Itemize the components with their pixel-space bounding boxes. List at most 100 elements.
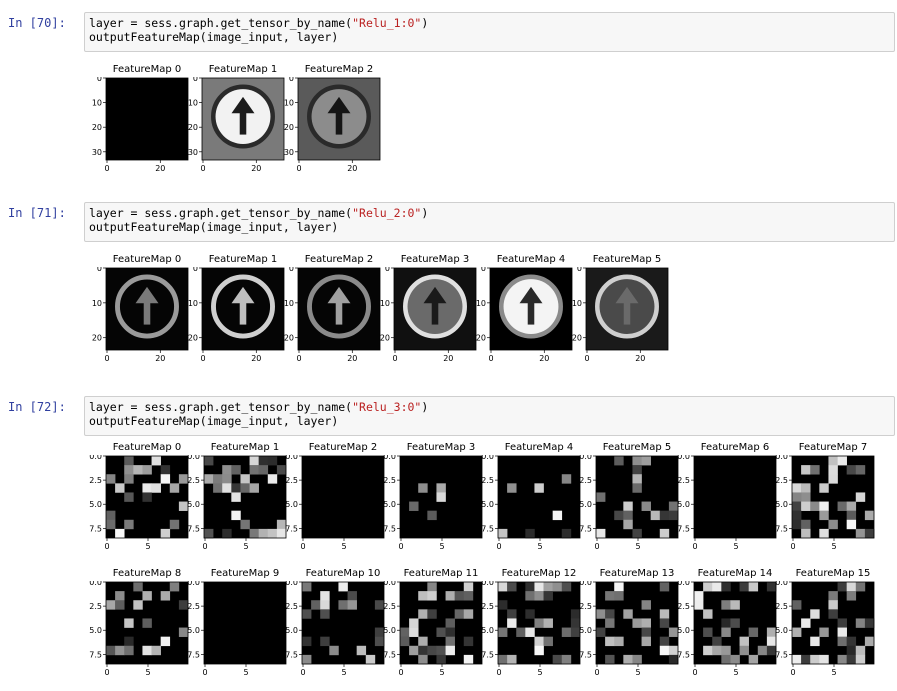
x-tick-label: 5 (537, 668, 542, 677)
y-tick-label: 5.0 (187, 626, 200, 635)
feature-map-image: 0.0 2.5 5.0 7.50 5 (579, 581, 679, 677)
x-tick-label: 0 (200, 164, 205, 173)
feature-map-title: FeatureMap 6 (700, 442, 770, 453)
feature-map-panel: FeatureMap 4 0.0 2.5 5.0 7.5 0 5 (478, 442, 590, 553)
y-tick-label: 2.5 (677, 602, 690, 611)
feature-map-panel: FeatureMap 2 0 10 20 0 20 (278, 254, 390, 365)
feature-map-panel: FeatureMap 6 0.0 2.5 5.0 7.5 0 5 (674, 442, 786, 553)
y-tick-label: 20 (572, 334, 582, 343)
x-tick-label: 0 (496, 542, 501, 551)
feature-map-panel: FeatureMap 8 0.0 2.5 5.0 7.5 0 5 (86, 568, 198, 679)
feature-map-title: FeatureMap 4 (504, 442, 574, 453)
y-tick-label: 5.0 (579, 500, 592, 509)
x-tick-label: 5 (341, 668, 346, 677)
y-tick-label: 10 (284, 299, 294, 308)
y-tick-label: 0.0 (285, 455, 298, 461)
x-tick-label: 5 (439, 668, 444, 677)
x-tick-label: 0 (202, 668, 207, 677)
x-tick-label: 20 (155, 164, 165, 173)
y-tick-label: 2.5 (285, 476, 298, 485)
feature-map-title: FeatureMap 15 (795, 568, 871, 579)
y-tick-label: 0 (577, 267, 582, 273)
y-tick-label: 0.0 (677, 455, 690, 461)
x-tick-label: 5 (635, 542, 640, 551)
y-tick-label: 5.0 (677, 500, 690, 509)
y-tick-label: 0.0 (775, 455, 788, 461)
y-tick-label: 0 (97, 77, 102, 83)
feature-map-panel: FeatureMap 5 0.0 2.5 5.0 7.5 0 5 (576, 442, 688, 553)
feature-map-image: 0.0 2.5 5.0 7.50 5 (481, 455, 581, 551)
y-tick-label: 30 (188, 148, 198, 157)
feature-map-panel: FeatureMap 0 0 10 20 30 0 20 (86, 64, 198, 175)
feature-map-title: FeatureMap 13 (599, 568, 675, 579)
feature-map-title: FeatureMap 10 (305, 568, 381, 579)
feature-map-image: 0 10 20 0 20 (476, 267, 573, 363)
y-tick-label: 30 (284, 148, 294, 157)
y-tick-label: 0.0 (481, 455, 494, 461)
y-tick-label: 0.0 (89, 455, 102, 461)
feature-map-panel: FeatureMap 7 0.0 2.5 5.0 7.5 0 5 (772, 442, 884, 553)
code-input[interactable]: layer = sess.graph.get_tensor_by_name("R… (84, 12, 895, 52)
x-tick-label: 0 (692, 668, 697, 677)
feature-map-title: FeatureMap 14 (697, 568, 773, 579)
x-tick-label: 20 (155, 354, 165, 363)
y-tick-label: 10 (92, 99, 102, 108)
x-tick-label: 5 (243, 542, 248, 551)
y-tick-label: 2.5 (383, 602, 396, 611)
code-input[interactable]: layer = sess.graph.get_tensor_by_name("R… (84, 396, 895, 436)
y-tick-label: 0.0 (383, 581, 396, 587)
x-tick-label: 20 (251, 164, 261, 173)
feature-map-title: FeatureMap 2 (304, 254, 374, 265)
feature-map-panel: FeatureMap 4 0 10 20 0 20 (470, 254, 582, 365)
x-tick-label: 5 (831, 542, 836, 551)
feature-map-title: FeatureMap 1 (210, 442, 280, 453)
notebook-cell-71[interactable]: In [71]: layer = sess.graph.get_tensor_b… (0, 190, 897, 380)
cell-prompt: In [72]: (8, 400, 66, 414)
y-tick-label: 5.0 (775, 626, 788, 635)
y-tick-label: 10 (188, 99, 198, 108)
feature-map-panel: FeatureMap 1 0 10 20 0 20 (182, 254, 294, 365)
feature-map-title: FeatureMap 12 (501, 568, 577, 579)
code-line-1: layer = sess.graph.get_tensor_by_name("R… (89, 206, 429, 220)
y-tick-label: 0.0 (775, 581, 788, 587)
x-tick-label: 0 (104, 354, 109, 363)
feature-map-title: FeatureMap 11 (403, 568, 479, 579)
x-tick-label: 0 (488, 354, 493, 363)
notebook-cell-72[interactable]: In [72]: layer = sess.graph.get_tensor_b… (0, 384, 897, 691)
x-tick-label: 0 (692, 542, 697, 551)
feature-map-panel: FeatureMap 0 0 10 20 0 20 (86, 254, 198, 365)
y-tick-label: 5.0 (775, 500, 788, 509)
feature-map-title: FeatureMap 5 (592, 254, 662, 265)
y-tick-label: 0.0 (677, 581, 690, 587)
feature-map-panel: FeatureMap 3 0.0 2.5 5.0 7.5 0 5 (380, 442, 492, 553)
x-tick-label: 5 (831, 668, 836, 677)
feature-map-image: 0.0 2.5 5.0 7.50 5 (481, 581, 581, 677)
code-line-1: layer = sess.graph.get_tensor_by_name("R… (89, 400, 429, 414)
feature-map-image: 0 10 20 0 20 (572, 267, 669, 363)
feature-map-image: 0.0 2.5 5.0 7.50 5 (89, 455, 189, 551)
feature-map-title: FeatureMap 0 (112, 442, 182, 453)
y-tick-label: 5.0 (187, 500, 200, 509)
feature-map-title: FeatureMap 7 (798, 442, 868, 453)
x-tick-label: 5 (733, 542, 738, 551)
y-tick-label: 2.5 (187, 602, 200, 611)
y-tick-label: 0 (385, 267, 390, 273)
y-tick-label: 0.0 (187, 455, 200, 461)
y-tick-label: 5.0 (481, 500, 494, 509)
x-tick-label: 0 (398, 668, 403, 677)
y-tick-label: 10 (380, 299, 390, 308)
y-tick-label: 5.0 (89, 500, 102, 509)
feature-map-image: 0.0 2.5 5.0 7.50 5 (383, 581, 483, 677)
x-tick-label: 0 (296, 164, 301, 173)
notebook-cell-70[interactable]: In [70]: layer = sess.graph.get_tensor_b… (0, 0, 897, 185)
y-tick-label: 7.5 (775, 524, 788, 533)
y-tick-label: 7.5 (677, 524, 690, 533)
x-tick-label: 0 (496, 668, 501, 677)
y-tick-label: 7.5 (187, 524, 200, 533)
feature-map-image: 0.0 2.5 5.0 7.50 5 (579, 455, 679, 551)
x-tick-label: 0 (104, 668, 109, 677)
code-input[interactable]: layer = sess.graph.get_tensor_by_name("R… (84, 202, 895, 242)
y-tick-label: 0.0 (187, 581, 200, 587)
y-tick-label: 2.5 (579, 476, 592, 485)
feature-map-panel: FeatureMap 0 0.0 2.5 5.0 7.5 0 5 (86, 442, 198, 553)
